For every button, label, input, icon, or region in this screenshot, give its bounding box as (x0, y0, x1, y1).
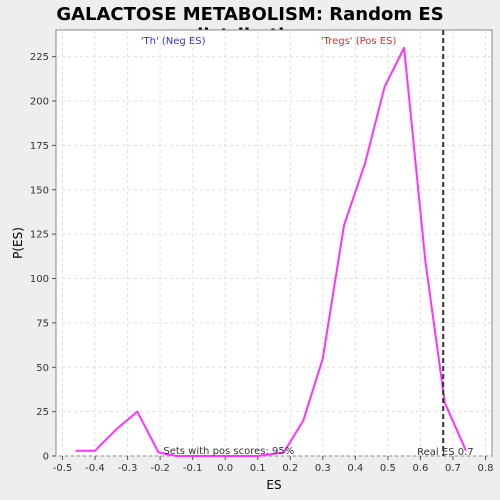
sets-pos-scores-label: Sets with pos scores: 95% (163, 446, 294, 457)
series-group (75, 46, 467, 457)
y-tick-label: 0 (43, 452, 49, 463)
y-tick-label: 175 (30, 141, 49, 152)
x-tick-label: -0.2 (150, 463, 170, 474)
x-tick-label: 0.2 (282, 463, 298, 474)
x-tick-label: 0.0 (217, 463, 233, 474)
x-tick-label: -0.1 (183, 463, 203, 474)
real-es-label: Real ES 0.7 (417, 447, 473, 458)
x-tick-label: 0.1 (250, 463, 266, 474)
x-axis-label: ES (266, 478, 281, 492)
pos-es-label: 'Tregs' (Pos ES) (321, 36, 397, 47)
plot-area (55, 29, 493, 457)
grid (56, 30, 492, 457)
y-tick-label: 50 (36, 363, 49, 374)
tick-labels: -0.5 -0.4 -0.3 -0.2 -0.1 0.0 0.1 0.2 0.3 0.4 0.5 0.… (30, 52, 494, 474)
y-tick-label: 200 (30, 97, 49, 108)
x-tick-label: -0.3 (118, 463, 138, 474)
es-distribution-line (75, 46, 467, 457)
y-tick-label: 100 (30, 274, 49, 285)
y-tick-label: 25 (36, 407, 49, 418)
x-tick-label: 0.7 (445, 463, 461, 474)
x-tick-label: 0.5 (380, 463, 396, 474)
neg-es-label: 'Th' (Neg ES) (141, 36, 206, 47)
y-tick-label: 150 (30, 185, 49, 196)
x-tick-label: 0.3 (315, 463, 331, 474)
y-tick-label: 75 (36, 318, 49, 329)
x-tick-label: 0.4 (347, 463, 363, 474)
x-tick-label: 0.6 (412, 463, 428, 474)
x-tick-label: -0.5 (53, 463, 73, 474)
x-tick-label: -0.4 (85, 463, 105, 474)
y-tick-label: 225 (30, 52, 49, 63)
y-axis-label: P(ES) (11, 227, 25, 259)
y-tick-label: 125 (30, 230, 49, 241)
x-tick-label: 0.8 (478, 463, 494, 474)
